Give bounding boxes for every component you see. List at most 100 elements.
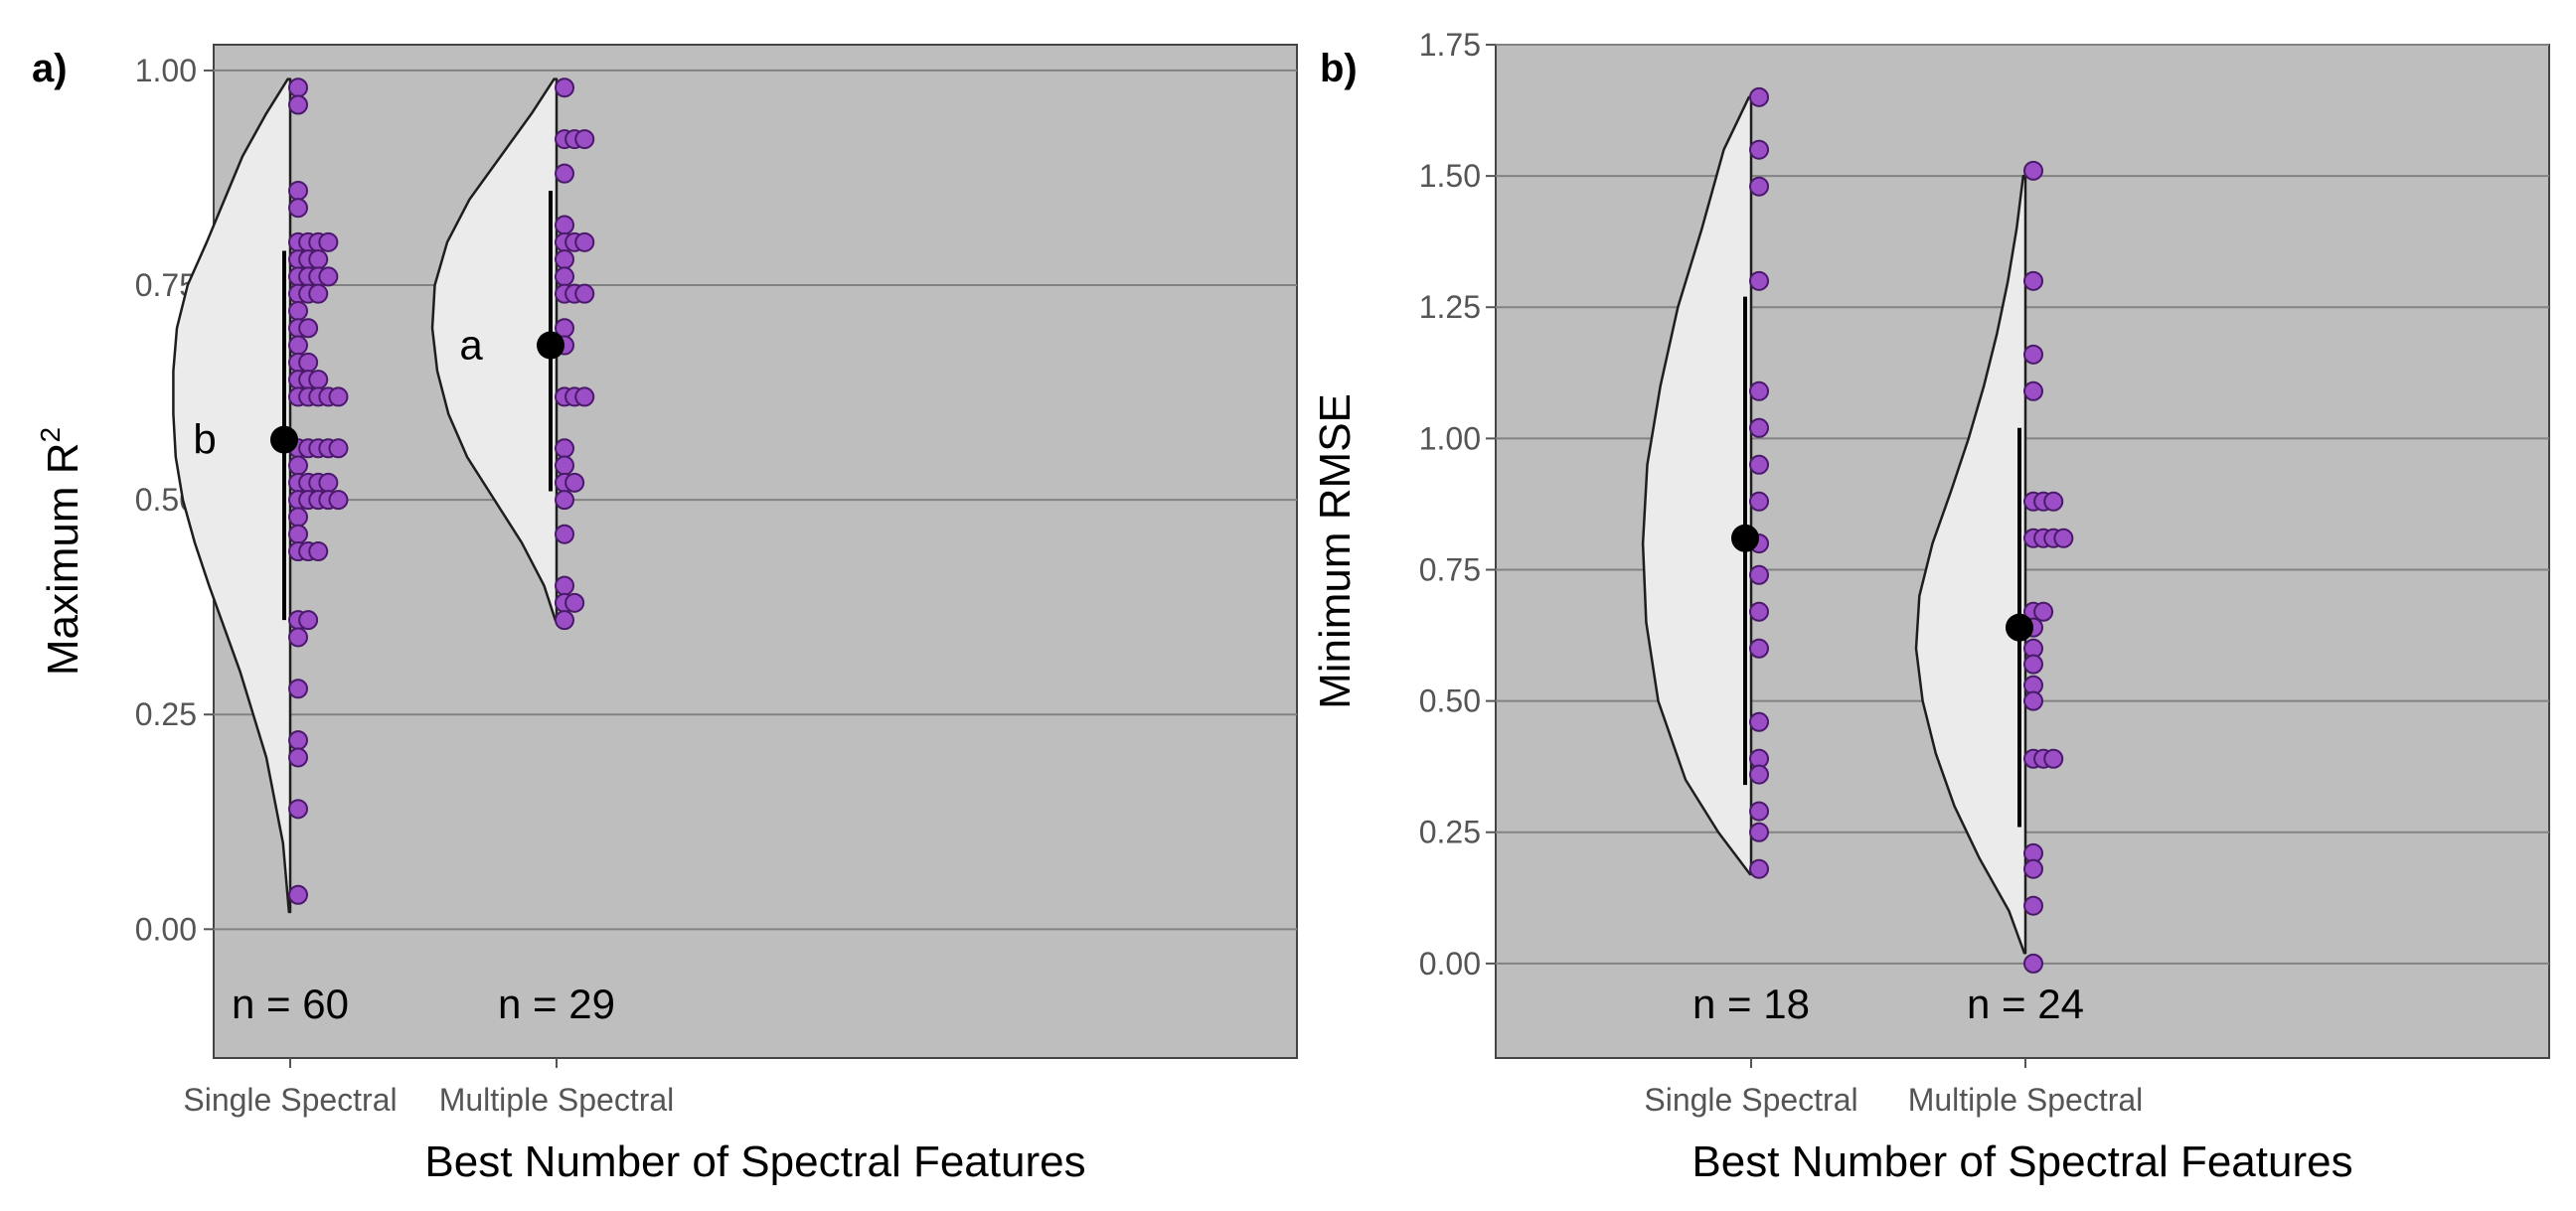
data-point bbox=[298, 610, 319, 631]
y-tick-label: 0.25 bbox=[1419, 815, 1481, 850]
data-point bbox=[2023, 953, 2043, 974]
panel-a-x-axis-title: Best Number of Spectral Features bbox=[424, 1137, 1085, 1186]
data-point bbox=[2043, 491, 2064, 512]
panel-a-gridlines bbox=[214, 69, 1297, 931]
data-point bbox=[1749, 139, 1769, 160]
data-point bbox=[2033, 601, 2054, 622]
data-point bbox=[1749, 270, 1769, 291]
data-point bbox=[2023, 344, 2043, 365]
data-point bbox=[2023, 380, 2043, 401]
y-tick-label: 0.25 bbox=[135, 696, 197, 732]
data-point bbox=[2023, 858, 2043, 879]
data-point bbox=[2023, 895, 2043, 916]
panel-a-marks: b n = 60 a n = 29 bbox=[172, 77, 615, 1027]
panel-b-label: b) bbox=[1320, 47, 1358, 90]
panel-a-label: a) bbox=[32, 47, 68, 90]
mean-point bbox=[1731, 524, 1759, 552]
data-point bbox=[308, 283, 329, 304]
data-point bbox=[1749, 764, 1769, 785]
data-point bbox=[328, 386, 349, 407]
data-point bbox=[2023, 160, 2043, 181]
panel-b-marks: n = 18 n = 24 bbox=[1641, 86, 2084, 1027]
data-point bbox=[555, 438, 574, 459]
data-point bbox=[574, 129, 595, 150]
data-point bbox=[288, 730, 308, 751]
n-label: n = 60 bbox=[232, 981, 349, 1027]
data-point bbox=[2023, 270, 2043, 291]
data-point bbox=[328, 438, 349, 459]
y-tick-label: 1.00 bbox=[135, 53, 197, 88]
data-point bbox=[2053, 528, 2074, 548]
data-point bbox=[1749, 176, 1769, 197]
data-point bbox=[555, 266, 574, 287]
data-point bbox=[1749, 638, 1769, 659]
data-point bbox=[1749, 454, 1769, 475]
y-tick-label: 0.00 bbox=[135, 911, 197, 947]
violin-1 bbox=[1914, 174, 2027, 955]
violin-0 bbox=[172, 77, 292, 914]
data-point bbox=[318, 231, 339, 252]
data-point bbox=[1749, 86, 1769, 107]
violin-1 bbox=[430, 77, 559, 622]
panel-a-y-axis-title: Maximum R2 bbox=[35, 427, 87, 676]
data-point bbox=[1749, 601, 1769, 622]
data-point bbox=[288, 679, 308, 699]
data-point bbox=[318, 266, 339, 287]
data-point bbox=[288, 884, 308, 905]
panel-a-x-ticks: Single Spectral Multiple Spectral bbox=[183, 1058, 674, 1118]
data-point bbox=[1749, 491, 1769, 512]
data-point bbox=[2023, 690, 2043, 711]
data-point bbox=[574, 386, 595, 407]
panel-b-y-axis-title: Minimum RMSE bbox=[1311, 393, 1360, 709]
y-tick-label: 0.75 bbox=[1419, 551, 1481, 587]
data-point bbox=[288, 524, 308, 544]
data-point bbox=[288, 77, 308, 98]
data-point bbox=[298, 318, 319, 339]
violin-0 bbox=[1641, 95, 1753, 876]
data-point bbox=[555, 610, 574, 631]
y-tick-label: 1.25 bbox=[1419, 289, 1481, 325]
n-label: n = 18 bbox=[1692, 981, 1810, 1027]
data-point bbox=[555, 455, 574, 476]
data-point bbox=[308, 249, 329, 270]
data-point bbox=[555, 524, 574, 544]
data-point bbox=[555, 77, 574, 98]
data-point bbox=[308, 541, 329, 561]
data-point bbox=[288, 627, 308, 648]
data-point bbox=[1749, 711, 1769, 732]
y-tick-label: 0.50 bbox=[1419, 683, 1481, 719]
panel-b-x-ticks: Single Spectral Multiple Spectral bbox=[1644, 1058, 2143, 1118]
panel-b-x-axis-title: Best Number of Spectral Features bbox=[1691, 1137, 2352, 1186]
panel-b-y-ticks: 0.00 0.25 0.50 0.75 1.00 1.25 1.50 1.75 bbox=[1419, 27, 1496, 982]
data-point bbox=[564, 472, 585, 493]
data-point bbox=[298, 352, 319, 373]
y-tick-label: 1.75 bbox=[1419, 27, 1481, 63]
data-point bbox=[1749, 801, 1769, 822]
mean-point bbox=[537, 331, 564, 360]
mean-point bbox=[270, 425, 298, 454]
y-tick-label: 0.00 bbox=[1419, 946, 1481, 982]
data-point bbox=[288, 507, 308, 528]
data-point bbox=[555, 249, 574, 270]
x-tick-label: Single Spectral bbox=[1644, 1082, 1857, 1118]
data-point bbox=[1749, 822, 1769, 842]
data-point bbox=[2043, 748, 2064, 769]
data-point bbox=[555, 575, 574, 596]
data-point bbox=[288, 198, 308, 219]
y-tick-label: 1.50 bbox=[1419, 158, 1481, 194]
data-point bbox=[1749, 858, 1769, 879]
data-point bbox=[2023, 654, 2043, 675]
data-point bbox=[318, 472, 339, 493]
data-point bbox=[288, 747, 308, 768]
y-tick-label: 1.00 bbox=[1419, 420, 1481, 456]
x-tick-label: Multiple Spectral bbox=[1908, 1082, 2144, 1118]
data-point bbox=[555, 215, 574, 235]
panel-b-chart: 0.00 0.25 0.50 0.75 1.00 1.25 1.50 1.75 n = 18 n… bbox=[1311, 27, 2550, 1186]
data-point bbox=[288, 455, 308, 476]
significance-letter: a bbox=[459, 322, 483, 369]
data-point bbox=[288, 300, 308, 321]
data-point bbox=[288, 94, 308, 115]
data-point bbox=[288, 799, 308, 820]
x-tick-label: Multiple Spectral bbox=[439, 1082, 675, 1118]
